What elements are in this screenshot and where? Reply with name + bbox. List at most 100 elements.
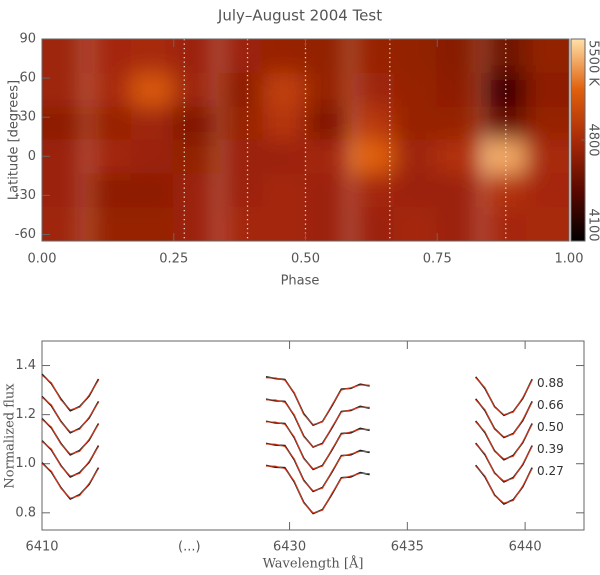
y-tick-label: 60 (19, 71, 36, 86)
heat-cell (220, 173, 265, 208)
colorbar-tick-label: 4100 (586, 208, 600, 241)
heat-cell (436, 72, 481, 108)
model-profile (41, 374, 99, 411)
heat-cell (304, 106, 350, 142)
heat-cell (130, 72, 176, 108)
phase-label: 0.39 (537, 442, 564, 456)
heat-cell (352, 207, 397, 241)
x-tick-label: 0.00 (28, 252, 57, 267)
heat-cell (172, 106, 218, 142)
heat-cell (42, 106, 86, 142)
heat-cell (130, 173, 176, 208)
model-profile (475, 465, 533, 504)
heat-cell (130, 207, 176, 241)
heat-cell (42, 173, 86, 208)
y-tick-label: -60 (15, 227, 36, 242)
x-tick-label: 6440 (509, 540, 542, 555)
heat-cell (172, 173, 218, 208)
y-tick-label: 1.4 (15, 358, 36, 373)
heat-cell (88, 72, 133, 108)
y-axis-label: Normalized flux (3, 383, 18, 489)
heat-cell (525, 72, 569, 108)
heat-cell (436, 139, 481, 174)
heat-cell (352, 39, 397, 74)
y-tick-label: 1.2 (15, 407, 36, 422)
heat-cell (262, 207, 307, 241)
y-tick-label: 30 (19, 110, 36, 125)
heat-cell (436, 106, 481, 142)
heat-cell (262, 139, 307, 174)
heat-cell (394, 106, 439, 142)
heat-cell (483, 106, 529, 142)
y-tick-label: 90 (19, 32, 36, 47)
heat-cell (42, 72, 86, 108)
x-tick-label: 1.00 (555, 252, 584, 267)
colorbar-tick-label: 5500 K (586, 40, 600, 86)
phase-label: 0.27 (537, 464, 564, 478)
colorbar-tick-label: 4800 (586, 123, 600, 156)
x-tick-label: 0.25 (159, 252, 188, 267)
heat-cell (525, 106, 569, 142)
heat-cell (483, 207, 529, 241)
heat-cell (172, 139, 218, 174)
heat-cell (172, 207, 218, 241)
y-tick-label: -30 (15, 188, 36, 203)
x-axis-label: Phase (281, 274, 320, 289)
heat-cell (42, 39, 86, 74)
y-axis-label: Latitude [degrees] (7, 80, 22, 200)
heat-cell (352, 173, 397, 208)
heat-cell (262, 72, 307, 108)
y-tick-label: 0.8 (15, 505, 36, 520)
model-profile (266, 421, 370, 470)
heat-cell (394, 39, 439, 74)
heatmap (42, 39, 569, 241)
heat-cell (304, 139, 350, 174)
heat-cell (88, 39, 133, 74)
heat-cell (483, 72, 529, 108)
axis-break-label: (...) (178, 540, 201, 555)
heat-cell (304, 72, 350, 108)
heat-cell (525, 39, 569, 74)
heat-cell (525, 207, 569, 241)
plot-frame (41, 340, 585, 531)
heat-cell (394, 72, 439, 108)
heat-cell (352, 106, 397, 142)
heat-cell (436, 39, 481, 74)
phase-label: 0.66 (537, 398, 564, 412)
heat-cell (130, 106, 176, 142)
heat-cell (42, 139, 86, 174)
model-profile (41, 441, 99, 477)
heat-cell (172, 72, 218, 108)
x-tick-label: 6430 (273, 540, 306, 555)
phase-label: 0.50 (537, 420, 564, 434)
heat-cell (483, 173, 529, 208)
phase-label: 0.88 (537, 376, 564, 390)
heat-cell (262, 39, 307, 74)
x-tick-label: 6410 (25, 540, 58, 555)
y-tick-label: 0 (28, 149, 36, 164)
model-profile (475, 421, 533, 460)
heat-cell (304, 39, 350, 74)
heat-cell (262, 106, 307, 142)
heat-cell (130, 139, 176, 174)
heat-cell (42, 207, 86, 241)
x-axis-label: Wavelength [Å] (263, 556, 364, 572)
model-profile (266, 399, 370, 448)
heat-cell (130, 39, 176, 74)
heat-cell (88, 173, 133, 208)
y-tick-label: 1.0 (15, 456, 36, 471)
heat-cell (220, 39, 265, 74)
heat-cell (262, 173, 307, 208)
heat-cell (352, 72, 397, 108)
heat-cell (220, 106, 265, 142)
model-profile (475, 443, 533, 482)
chart-title: July–August 2004 Test (217, 7, 382, 25)
observed-profile (41, 462, 100, 501)
x-tick-label: 0.50 (291, 252, 320, 267)
model-profile (475, 377, 533, 416)
heat-cell (436, 173, 481, 208)
model-profile (266, 465, 370, 514)
heat-cell (220, 139, 265, 174)
model-profile (266, 443, 370, 492)
